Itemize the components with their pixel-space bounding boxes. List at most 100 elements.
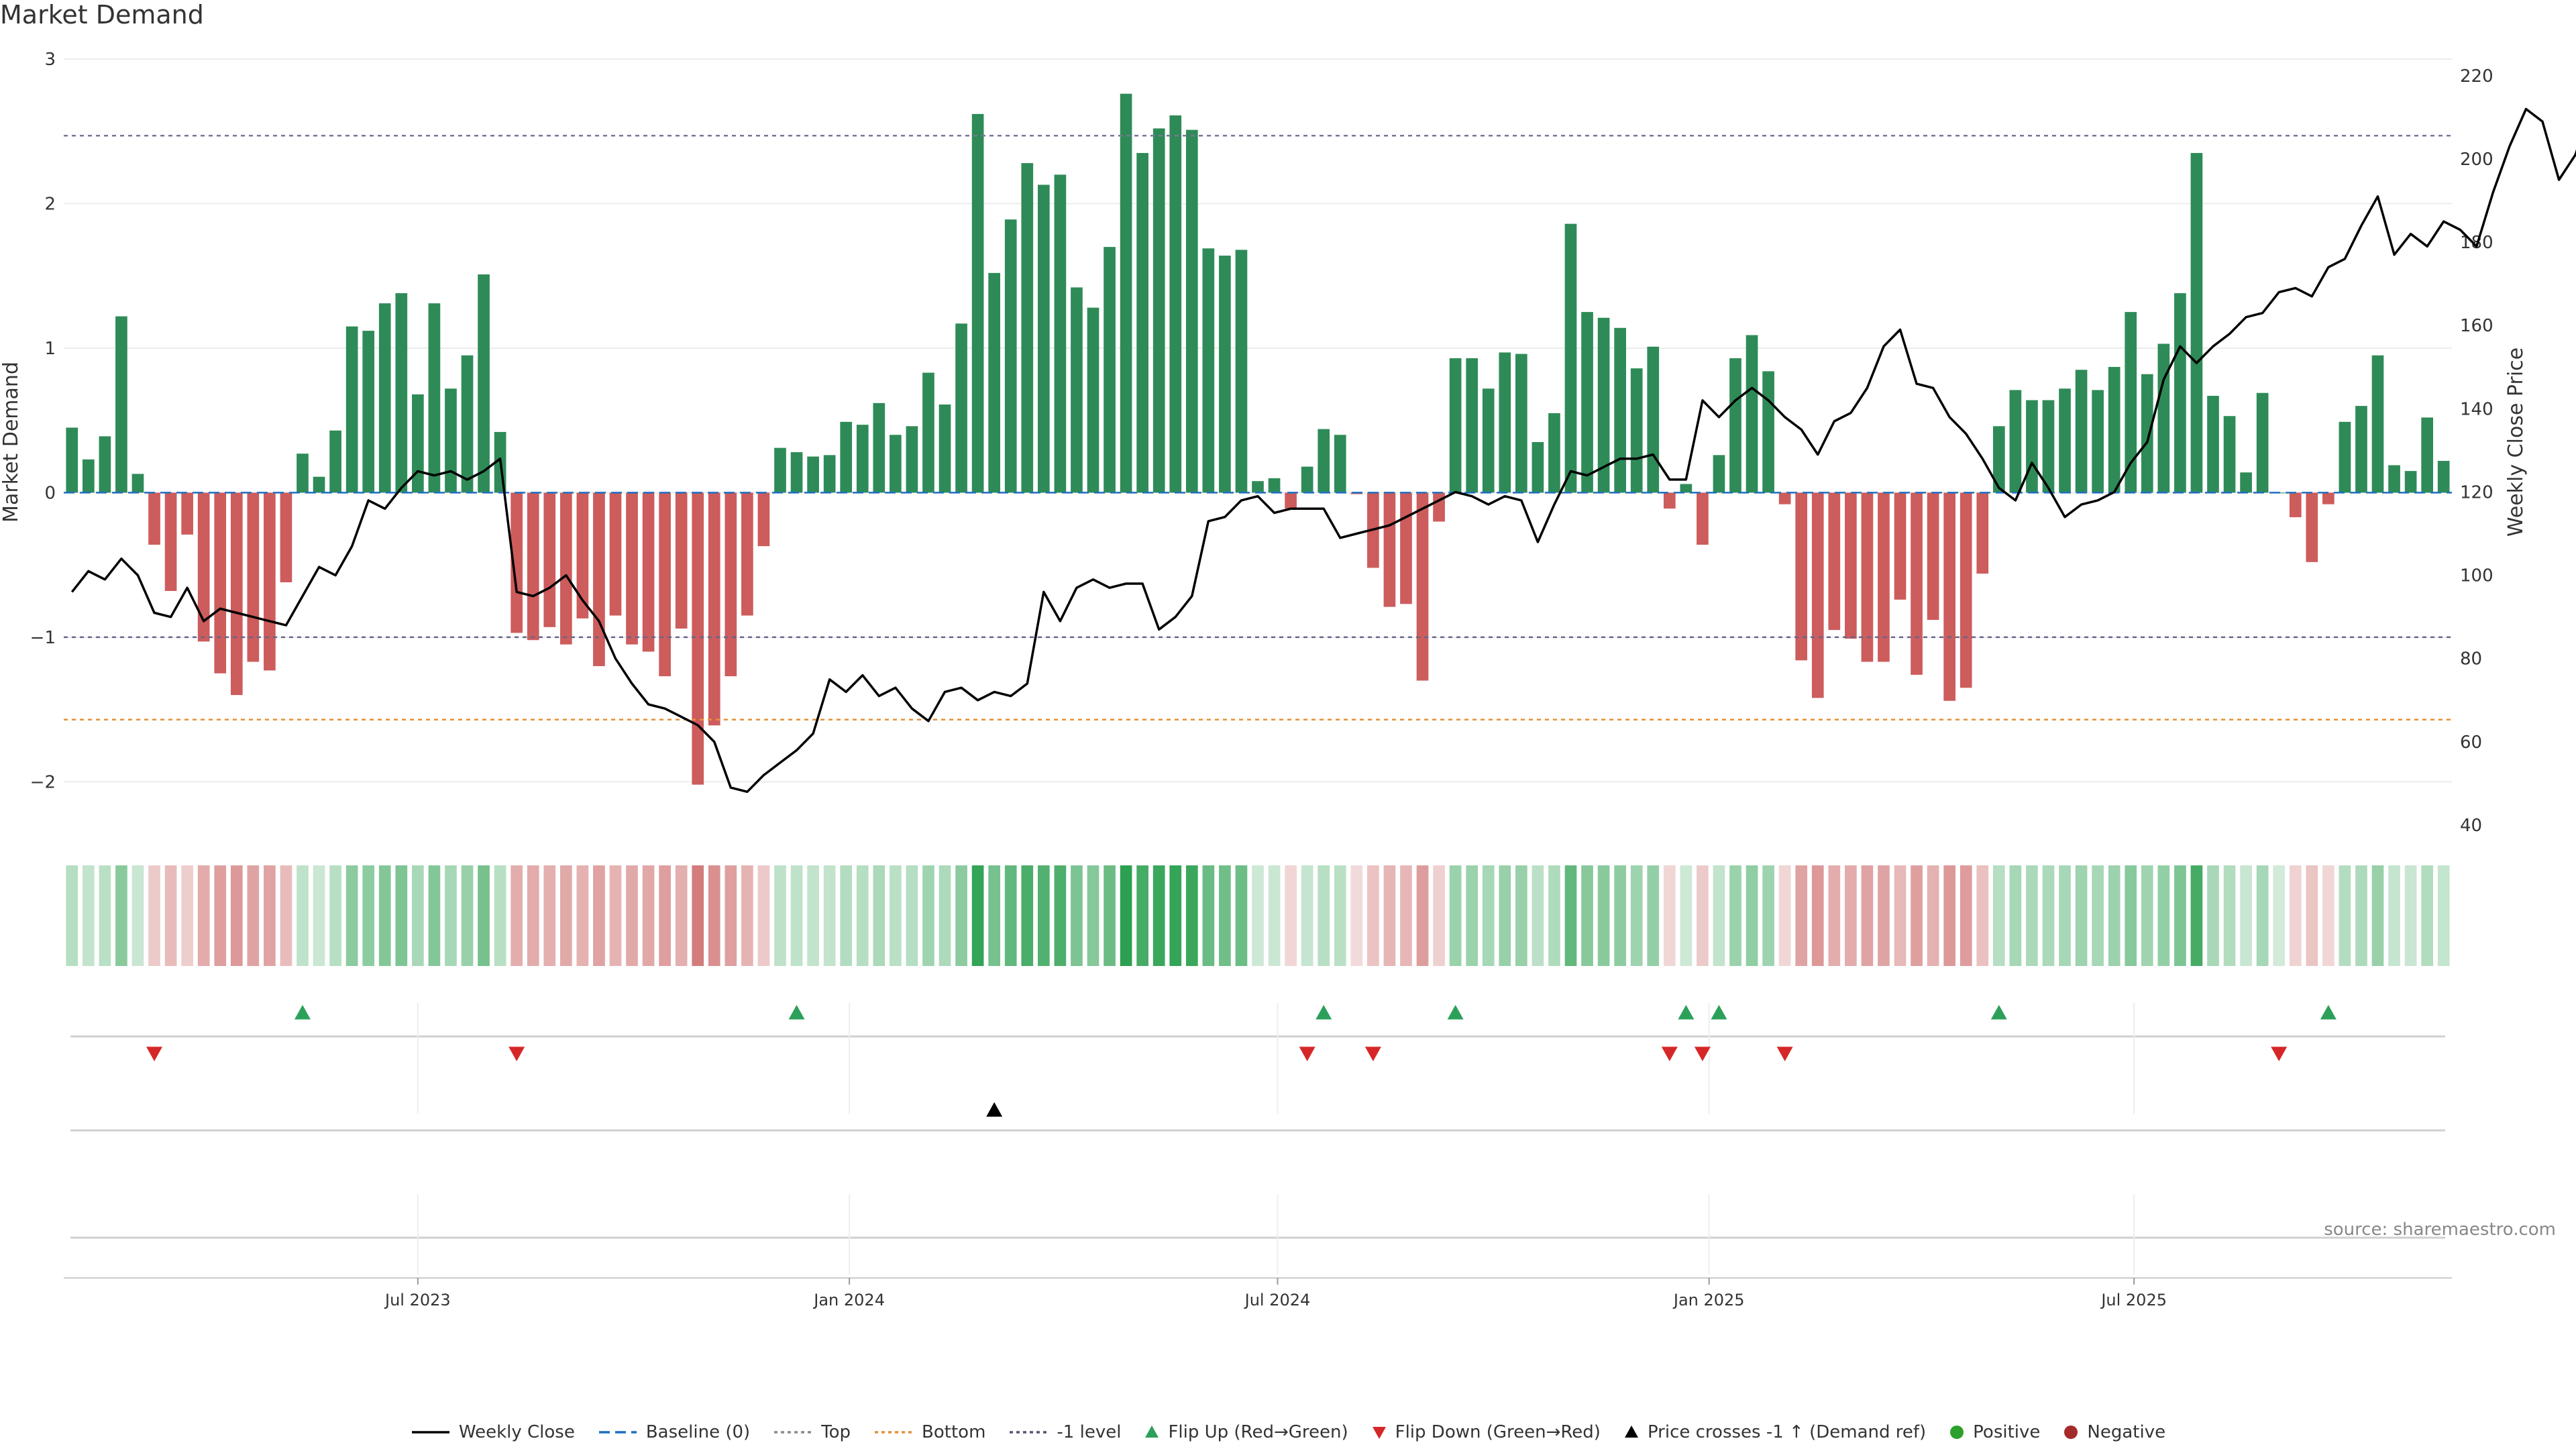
heat-cell xyxy=(774,865,786,966)
demand-bar xyxy=(181,492,193,535)
heat-cell xyxy=(66,865,78,966)
demand-bar xyxy=(2059,388,2071,493)
heat-cell xyxy=(1697,865,1709,966)
heat-cell xyxy=(1252,865,1264,966)
x-tick-label: Jan 2025 xyxy=(1672,1291,1745,1309)
heat-cell xyxy=(2092,865,2104,966)
demand-bar xyxy=(395,293,408,493)
heat-cell xyxy=(1383,865,1396,966)
demand-bar xyxy=(790,452,803,493)
legend-item: Top xyxy=(773,1422,851,1442)
heat-cell xyxy=(757,865,770,966)
demand-bar xyxy=(412,394,424,493)
heat-cell xyxy=(2421,865,2434,966)
legend-swatch xyxy=(1624,1426,1638,1438)
heat-cell xyxy=(1152,865,1165,966)
demand-bar xyxy=(164,492,177,591)
demand-bar xyxy=(890,435,902,493)
demand-bar xyxy=(99,436,111,493)
legend-label: Top xyxy=(821,1422,851,1442)
demand-bar xyxy=(1120,93,1132,493)
demand-bar xyxy=(1894,492,1907,600)
y2-tick-label: 100 xyxy=(2460,566,2493,586)
heat-cell xyxy=(1911,865,1923,966)
demand-bar xyxy=(1729,358,1741,493)
demand-bar xyxy=(1663,492,1676,509)
heat-cell xyxy=(412,865,424,966)
demand-bar xyxy=(593,492,605,666)
y-tick-label: 3 xyxy=(44,50,56,70)
heat-cell xyxy=(1746,865,1758,966)
heat-cell xyxy=(2322,865,2334,966)
y2-tick-label: 120 xyxy=(2460,482,2493,502)
heat-cell xyxy=(378,865,391,966)
heat-cell xyxy=(2190,865,2203,966)
demand-bar xyxy=(2388,465,2400,493)
demand-bar xyxy=(724,492,737,677)
heat-cell xyxy=(1778,865,1791,966)
price-cross-marker xyxy=(986,1102,1003,1117)
heat-cell xyxy=(1795,865,1808,966)
demand-bar xyxy=(2223,416,2236,493)
heat-cell xyxy=(1185,865,1198,966)
demand-bar xyxy=(1004,219,1017,493)
x-tick-label: Jan 2024 xyxy=(812,1291,885,1309)
demand-bar xyxy=(576,492,589,619)
demand-bar xyxy=(1795,492,1808,661)
heat-cell xyxy=(2437,865,2450,966)
y-tick-label: 2 xyxy=(44,194,56,214)
demand-bar xyxy=(1581,312,1593,493)
heat-cell xyxy=(264,865,276,966)
demand-bar xyxy=(1268,478,1281,493)
heat-cell xyxy=(164,865,177,966)
heat-cell xyxy=(922,865,934,966)
heat-cell xyxy=(82,865,95,966)
demand-bar xyxy=(1202,248,1215,493)
legend-item: Price crosses -1 ↑ (Demand ref) xyxy=(1623,1422,1926,1442)
legend-item: Flip Up (Red→Green) xyxy=(1144,1422,1348,1442)
heat-cell xyxy=(1943,865,1956,966)
legend-label: Bottom xyxy=(922,1422,986,1442)
demand-bar xyxy=(1334,435,1346,493)
demand-bar xyxy=(148,492,160,545)
heat-cell xyxy=(1087,865,1099,966)
demand-bar xyxy=(478,274,490,493)
heat-cell xyxy=(873,865,885,966)
heat-cell xyxy=(362,865,375,966)
demand-bar xyxy=(692,492,704,785)
legend-swatch xyxy=(1372,1427,1386,1439)
demand-bar xyxy=(807,456,819,493)
heat-cell xyxy=(230,865,243,966)
demand-bar xyxy=(2289,492,2302,518)
heat-cell xyxy=(1466,865,1479,966)
heat-cell xyxy=(2355,865,2367,966)
heat-cell xyxy=(1136,865,1148,966)
heat-cell xyxy=(1120,865,1132,966)
flip-down-marker xyxy=(1661,1046,1678,1061)
demand-bar xyxy=(2306,492,2318,562)
chart-title: Market Demand xyxy=(0,0,204,30)
demand-bar xyxy=(511,492,523,633)
flip-down-marker xyxy=(508,1046,525,1061)
demand-bar xyxy=(774,447,786,493)
heat-cell xyxy=(511,865,523,966)
demand-bar xyxy=(2190,153,2203,493)
heat-cell xyxy=(2207,865,2219,966)
heat-cell xyxy=(1334,865,1346,966)
heat-cell xyxy=(1219,865,1231,966)
heat-cell xyxy=(1515,865,1527,966)
heat-cell xyxy=(692,865,704,966)
flip-up-marker xyxy=(294,1005,311,1020)
demand-bar xyxy=(1911,492,1923,675)
heat-cell xyxy=(115,865,127,966)
demand-bar xyxy=(988,272,1001,493)
heat-cell xyxy=(1532,865,1544,966)
heat-cell xyxy=(99,865,111,966)
heat-cell xyxy=(527,865,539,966)
heat-cell xyxy=(2339,865,2351,966)
demand-bar xyxy=(1713,455,1725,493)
demand-bar xyxy=(2371,355,2384,493)
heat-cell xyxy=(1581,865,1593,966)
heat-cell xyxy=(1499,865,1511,966)
